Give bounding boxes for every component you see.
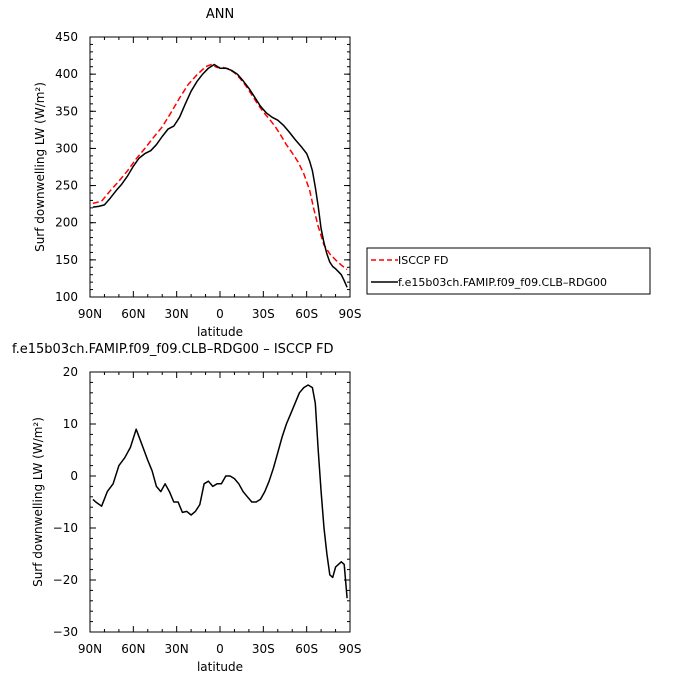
x-tick-label: 0 bbox=[216, 307, 224, 321]
x-tick-label: 60N bbox=[121, 307, 145, 321]
x-axis-label: latitude bbox=[197, 660, 243, 674]
x-tick-label: 60S bbox=[295, 642, 318, 656]
x-tick-label: 0 bbox=[216, 642, 224, 656]
x-tick-label: 60S bbox=[295, 307, 318, 321]
series-line-1 bbox=[92, 63, 348, 288]
x-tick-label: 90N bbox=[78, 642, 102, 656]
y-axis-label: Surf downwelling LW (W/m²) bbox=[33, 82, 47, 252]
y-tick-label: 20 bbox=[63, 365, 78, 379]
x-tick-label: 60N bbox=[121, 642, 145, 656]
x-tick-label: 90N bbox=[78, 307, 102, 321]
y-tick-label: 400 bbox=[55, 67, 78, 81]
legend: ISCCP FD f.e15b03ch.FAMIP.f09_f09.CLB–RDG… bbox=[366, 247, 651, 295]
top-panel: 90N 60N 30N 0 30S 60S 90S 100 150 200 250 300 350 400… bbox=[33, 7, 361, 339]
y-tick-label: −20 bbox=[53, 573, 78, 587]
y-tick-label: 350 bbox=[55, 104, 78, 118]
x-tick-label: 90S bbox=[339, 307, 362, 321]
legend-label-0: ISCCP FD bbox=[398, 254, 449, 267]
chart-title: ANN bbox=[206, 7, 234, 22]
chart-title: f.e15b03ch.FAMIP.f09_f09.CLB–RDG00 – ISC… bbox=[12, 342, 334, 357]
y-tick-label: 10 bbox=[63, 417, 78, 431]
series-line-0 bbox=[92, 384, 348, 599]
x-axis-label: latitude bbox=[197, 325, 243, 339]
plot-frame bbox=[89, 371, 351, 633]
y-tick-label: 450 bbox=[55, 30, 78, 44]
y-tick-label: 250 bbox=[55, 179, 78, 193]
y-tick-label: 200 bbox=[55, 216, 78, 230]
x-tick-label: 30N bbox=[165, 642, 189, 656]
y-tick-label: 100 bbox=[55, 290, 78, 304]
y-axis-label: Surf downwelling LW (W/m²) bbox=[31, 417, 45, 587]
series-line-0 bbox=[92, 63, 348, 271]
y-tick-label: 300 bbox=[55, 141, 78, 155]
y-tick-label: −10 bbox=[53, 521, 78, 535]
x-tick-label: 30S bbox=[252, 307, 275, 321]
x-tick-label: 30S bbox=[252, 642, 275, 656]
y-tick-label: 0 bbox=[70, 469, 78, 483]
bottom-panel: 90N 60N 30N 0 30S 60S 90S −30 −20 −10 0 10 20 f.e15b0… bbox=[12, 342, 361, 674]
y-tick-label: 150 bbox=[55, 253, 78, 267]
legend-label-1: f.e15b03ch.FAMIP.f09_f09.CLB–RDG00 bbox=[398, 276, 607, 289]
x-tick-label: 90S bbox=[339, 642, 362, 656]
x-tick-label: 30N bbox=[165, 307, 189, 321]
legend-box bbox=[366, 247, 651, 295]
y-tick-label: −30 bbox=[53, 625, 78, 639]
